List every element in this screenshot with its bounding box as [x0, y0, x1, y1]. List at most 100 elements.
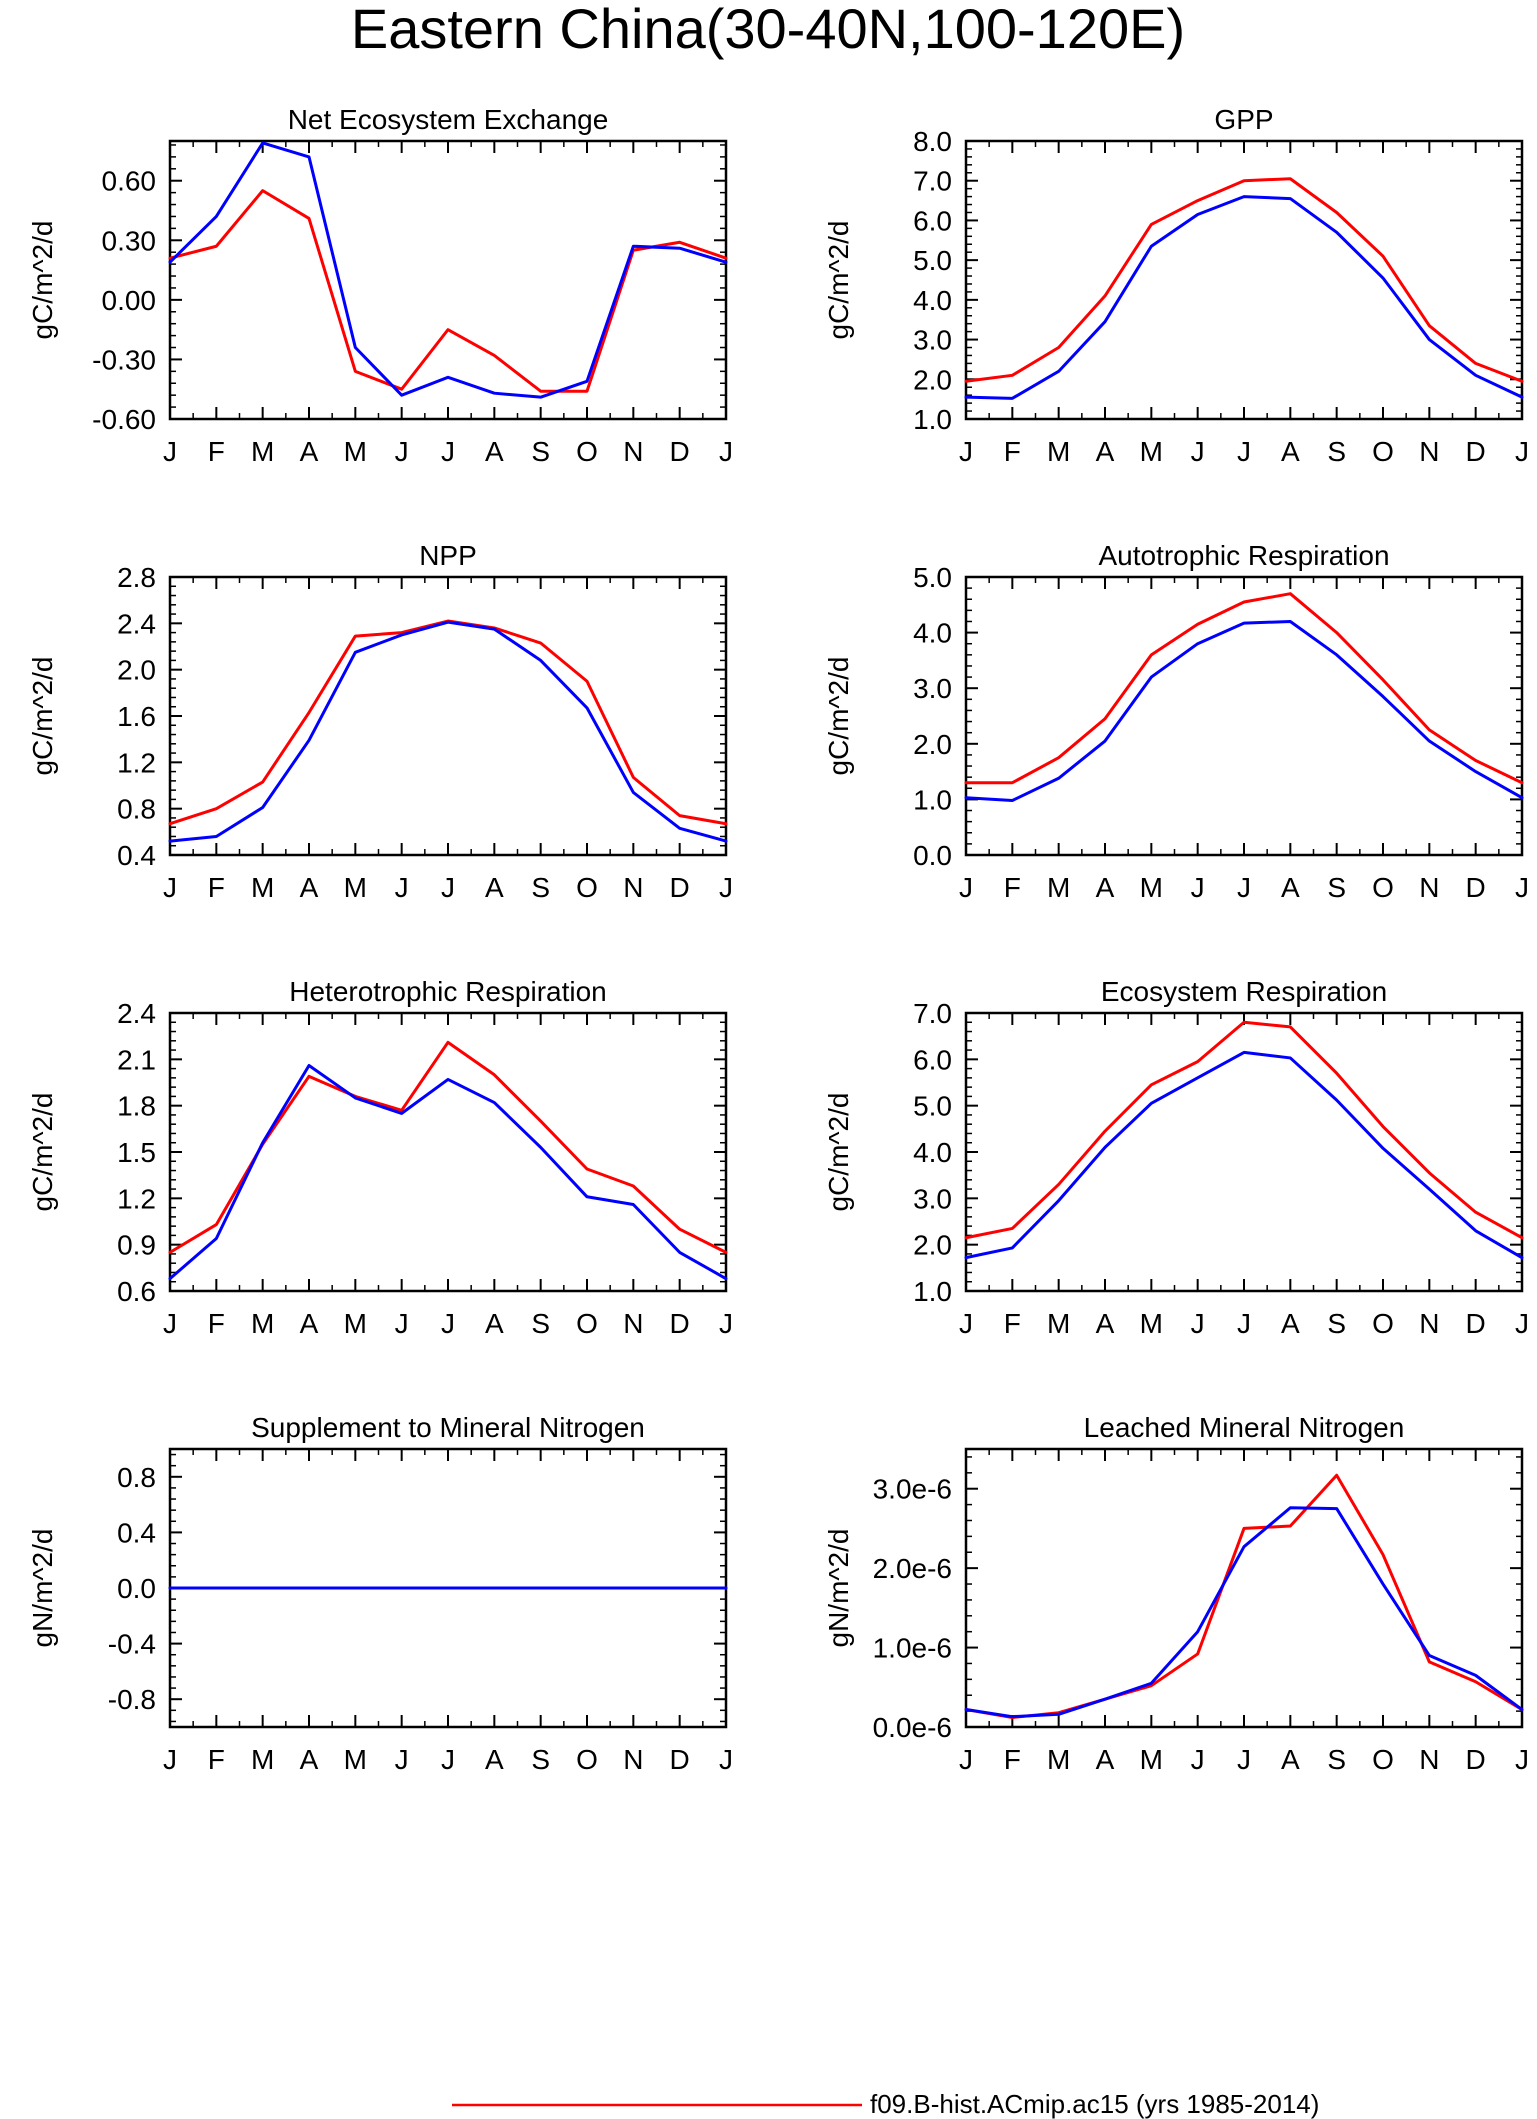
y-axis-label: gC/m^2/d: [27, 221, 58, 340]
x-tick-label: N: [1419, 436, 1439, 467]
x-tick-label: A: [1096, 872, 1115, 903]
x-tick-label: M: [1047, 1744, 1070, 1775]
series-line-red: [168, 1040, 728, 1254]
x-tick-label: J: [395, 1308, 409, 1339]
panel-title: Net Ecosystem Exchange: [288, 104, 609, 135]
y-tick-label: 1.6: [117, 701, 156, 732]
x-tick-label: O: [576, 872, 598, 903]
x-tick-label: S: [531, 1744, 550, 1775]
x-tick-label: N: [623, 1308, 643, 1339]
series-line-blue: [964, 1506, 1524, 1719]
y-tick-label: -0.60: [92, 404, 156, 435]
y-tick-label: 0.00: [102, 285, 157, 316]
x-tick-label: D: [670, 436, 690, 467]
y-axis-label: gN/m^2/d: [823, 1529, 854, 1648]
y-tick-label: 0.0: [913, 840, 952, 871]
y-tick-label: 7.0: [913, 166, 952, 197]
y-axis-label: gC/m^2/d: [823, 221, 854, 340]
x-tick-label: J: [1237, 1308, 1251, 1339]
x-tick-label: F: [1004, 1308, 1021, 1339]
series-line-blue: [168, 1064, 728, 1281]
x-tick-label: S: [1327, 1308, 1346, 1339]
x-tick-label: M: [1140, 1308, 1163, 1339]
y-tick-label: 3.0e-6: [873, 1474, 952, 1505]
x-tick-label: N: [623, 1744, 643, 1775]
series-line-red: [964, 592, 1524, 785]
y-tick-label: 0.6: [117, 1276, 156, 1307]
x-tick-label: O: [1372, 1744, 1394, 1775]
x-tick-label: J: [1237, 872, 1251, 903]
x-tick-label: F: [208, 872, 225, 903]
y-tick-label: 0.8: [117, 1462, 156, 1493]
x-tick-label: F: [1004, 1744, 1021, 1775]
x-tick-label: J: [395, 872, 409, 903]
x-tick-label: M: [344, 872, 367, 903]
y-tick-label: 1.0e-6: [873, 1633, 952, 1664]
x-tick-label: J: [719, 436, 733, 467]
x-tick-label: S: [1327, 872, 1346, 903]
x-tick-label: A: [1281, 436, 1300, 467]
y-tick-label: 0.60: [102, 166, 157, 197]
y-tick-label: 0.4: [117, 840, 156, 871]
x-tick-label: J: [441, 436, 455, 467]
y-tick-label: 5.0: [913, 562, 952, 593]
x-tick-label: A: [485, 872, 504, 903]
x-tick-label: J: [719, 1744, 733, 1775]
x-tick-label: A: [1281, 1744, 1300, 1775]
y-tick-label: 6.0: [913, 205, 952, 236]
x-tick-label: M: [1047, 872, 1070, 903]
x-tick-label: M: [1047, 436, 1070, 467]
x-tick-label: N: [623, 436, 643, 467]
x-tick-label: J: [1191, 436, 1205, 467]
y-tick-label: 5.0: [913, 1091, 952, 1122]
x-tick-label: J: [1191, 872, 1205, 903]
x-tick-label: F: [1004, 436, 1021, 467]
y-tick-label: 3.0: [913, 325, 952, 356]
series-line-red: [964, 1020, 1524, 1240]
x-tick-label: N: [1419, 872, 1439, 903]
x-tick-label: O: [576, 1744, 598, 1775]
series-line-blue: [964, 1050, 1524, 1260]
x-tick-label: J: [959, 872, 973, 903]
x-tick-label: O: [1372, 436, 1394, 467]
x-tick-label: J: [719, 1308, 733, 1339]
x-tick-label: J: [1515, 1308, 1529, 1339]
x-tick-label: A: [300, 872, 319, 903]
y-tick-label: 0.4: [117, 1517, 156, 1548]
panel-title: Heterotrophic Respiration: [289, 976, 607, 1007]
series-line-red: [964, 177, 1524, 383]
x-tick-label: M: [1140, 872, 1163, 903]
x-tick-label: M: [251, 436, 274, 467]
plot-frame: [964, 1011, 1524, 1293]
y-axis-label: gC/m^2/d: [823, 657, 854, 776]
x-tick-label: M: [1140, 1744, 1163, 1775]
x-tick-label: J: [441, 1308, 455, 1339]
panel-title: Autotrophic Respiration: [1098, 540, 1389, 571]
x-tick-label: J: [163, 872, 177, 903]
x-tick-label: S: [1327, 1744, 1346, 1775]
x-tick-label: A: [485, 436, 504, 467]
x-tick-label: D: [670, 1308, 690, 1339]
x-tick-label: D: [1466, 872, 1486, 903]
figure-title: Eastern China(30-40N,100-120E): [351, 0, 1185, 60]
x-tick-label: M: [1047, 1308, 1070, 1339]
x-tick-label: J: [1515, 436, 1529, 467]
y-tick-label: 4.0: [913, 285, 952, 316]
x-tick-label: J: [441, 872, 455, 903]
y-tick-label: 7.0: [913, 998, 952, 1029]
x-tick-label: A: [1281, 1308, 1300, 1339]
y-tick-label: -0.30: [92, 344, 156, 375]
y-tick-label: 8.0: [913, 126, 952, 157]
x-tick-label: O: [1372, 1308, 1394, 1339]
x-tick-label: M: [344, 1308, 367, 1339]
y-tick-label: 1.0: [913, 784, 952, 815]
y-tick-label: 1.8: [117, 1091, 156, 1122]
x-tick-label: D: [670, 872, 690, 903]
y-tick-label: 6.0: [913, 1044, 952, 1075]
plot-frame: [168, 1011, 728, 1293]
